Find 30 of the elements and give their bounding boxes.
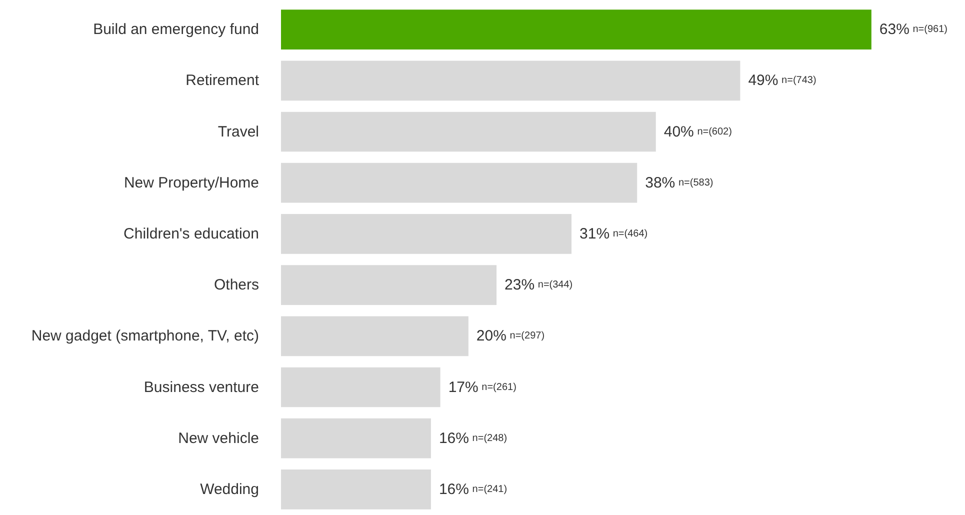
data-label: 31% n=(464) [580,225,648,242]
y-tick-label: Business venture [144,378,259,396]
y-tick-label: New Property/Home [124,174,259,192]
data-label: 16% n=(248) [438,430,508,447]
y-tick-label: Children's education [124,225,259,242]
y-tick-label: New gadget (smartphone, TV, etc) [31,328,259,345]
data-label: 38% n=(583) [645,174,714,192]
data-label: 16% n=(241) [438,480,508,498]
y-tick-label: Retirement [186,72,260,90]
bar [281,10,872,50]
y-tick-label: Travel [218,123,259,140]
y-tick-label: Build an emergency fund [93,21,259,38]
bar [281,112,656,152]
bar [281,367,440,408]
data-label: 63% n=(961) [879,21,948,38]
data-label: 40% n=(602) [664,123,732,140]
bar [281,214,572,254]
data-label: 49% n=(743) [748,72,816,90]
bar [281,265,497,305]
data-label: 20% n=(297) [476,328,545,345]
bar [281,162,638,203]
y-tick-label: New vehicle [178,430,259,447]
data-label: 17% n=(261) [448,378,516,396]
bar [281,470,431,510]
data-label: 23% n=(344) [504,276,573,294]
bar [281,418,431,458]
y-tick-label: Others [214,276,259,294]
bar [281,316,468,356]
y-tick-label: Wedding [200,480,259,498]
bar [281,60,740,101]
